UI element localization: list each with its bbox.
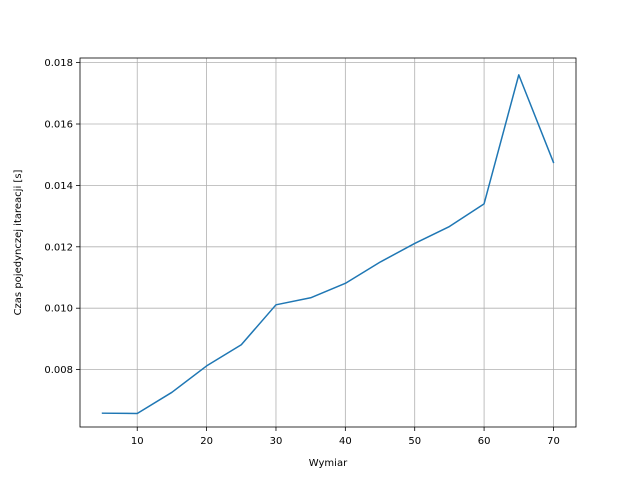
y-tick-label: 0.012 (44, 242, 73, 253)
x-axis-ticks: 10 20 30 40 50 60 70 (131, 427, 560, 447)
x-axis-label: Wymiar (309, 458, 348, 469)
x-tick-label: 70 (547, 436, 560, 447)
x-tick-label: 30 (270, 436, 283, 447)
y-tick-label: 0.018 (44, 58, 73, 69)
y-tick-label: 0.014 (44, 181, 73, 192)
y-axis-label: Czas pojedynczej itareacji [s] (13, 169, 24, 315)
x-tick-label: 10 (131, 436, 144, 447)
x-tick-label: 20 (200, 436, 213, 447)
x-tick-label: 60 (478, 436, 491, 447)
y-tick-label: 0.008 (44, 365, 73, 376)
y-tick-label: 0.010 (44, 304, 73, 315)
y-axis-ticks: 0.008 0.010 0.012 0.014 0.016 0.018 (44, 58, 80, 376)
grid-lines (80, 58, 576, 427)
y-tick-label: 0.016 (44, 120, 73, 131)
series-line (101, 74, 555, 415)
x-tick-label: 50 (408, 436, 421, 447)
series-group (101, 74, 555, 415)
plot-frame (79, 57, 577, 428)
x-tick-label: 40 (339, 436, 352, 447)
